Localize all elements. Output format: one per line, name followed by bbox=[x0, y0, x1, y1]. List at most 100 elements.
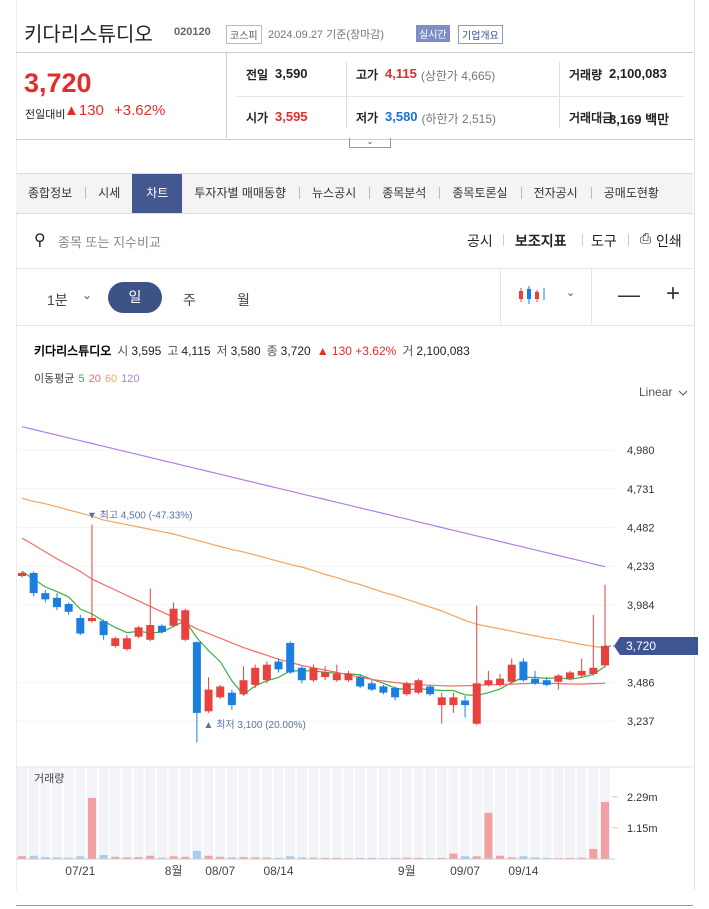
volume-bar bbox=[192, 850, 201, 859]
realtime-badge[interactable]: 실시간 bbox=[416, 25, 450, 42]
volume-bar bbox=[274, 857, 283, 859]
volume-column-bg bbox=[343, 768, 354, 859]
tool-button[interactable]: 보조지표 bbox=[515, 233, 567, 249]
volume-column-bg bbox=[541, 768, 552, 859]
period-bar bbox=[16, 268, 693, 326]
candle-body bbox=[379, 686, 388, 693]
candle-body bbox=[531, 678, 540, 684]
volume-column-bg bbox=[75, 768, 86, 859]
candle-body bbox=[146, 625, 155, 640]
print-icon[interactable]: ⎙ bbox=[640, 230, 652, 246]
x-tick-label: 8월 bbox=[165, 864, 183, 878]
zoom-out[interactable]: — bbox=[618, 282, 640, 307]
candle-body bbox=[18, 572, 26, 577]
volume-column-bg bbox=[308, 768, 319, 859]
volume-column-bg bbox=[98, 768, 109, 859]
tab[interactable]: 전자공시 bbox=[533, 186, 578, 200]
volume-bar bbox=[64, 857, 73, 859]
candle-body bbox=[286, 642, 295, 673]
candle-body bbox=[251, 667, 260, 685]
y-tick-label: 4,731 bbox=[627, 484, 655, 496]
volume-column-bg bbox=[576, 768, 587, 859]
volume-column-bg bbox=[355, 768, 366, 859]
tool-button[interactable]: 공시 bbox=[467, 233, 493, 249]
volume-column-bg bbox=[436, 768, 447, 859]
info-label: 저 bbox=[217, 344, 228, 358]
volume-bar bbox=[461, 856, 470, 859]
y-tick-label: 4,233 bbox=[627, 561, 655, 573]
x-tick-label: 09/07 bbox=[450, 864, 480, 878]
search-icon[interactable]: ⚲ bbox=[34, 232, 46, 249]
ma-legend-entry: 120 bbox=[121, 373, 139, 385]
candle-body bbox=[181, 610, 190, 640]
volume-column-bg bbox=[401, 768, 412, 859]
ma-legend-entry: 5 bbox=[78, 373, 84, 385]
info-value: ▲ 130 +3.62% bbox=[317, 344, 397, 358]
period-button[interactable]: 주 bbox=[183, 292, 196, 308]
candle-body bbox=[204, 689, 213, 712]
volume-column-bg bbox=[203, 768, 214, 859]
info-name: 키다리스튜디오 bbox=[34, 343, 111, 358]
chart-type-button[interactable] bbox=[500, 268, 592, 324]
period-button[interactable]: 월 bbox=[237, 292, 250, 308]
quote-box bbox=[16, 52, 693, 140]
tool-button[interactable]: 인쇄 bbox=[656, 233, 682, 249]
chart-info: 키다리스튜디오 시 3,595 고 4,115 저 3,580 종 3,720 ▲ 130 +3.… bbox=[34, 343, 470, 358]
tab[interactable]: 종목분석 bbox=[382, 186, 427, 200]
ma-legend: 이동평균 5 20 60 120 bbox=[34, 372, 139, 385]
divider bbox=[346, 62, 347, 128]
period-button[interactable]: 1분 bbox=[47, 292, 68, 308]
volume-column-bg bbox=[133, 768, 144, 859]
volume-bar bbox=[531, 857, 540, 859]
volume-column-bg bbox=[145, 768, 156, 859]
tab[interactable]: 뉴스공시 bbox=[312, 186, 357, 200]
candle-body bbox=[589, 667, 598, 675]
dropdown-arrow[interactable]: ⌄ bbox=[566, 287, 576, 299]
y-tick-label: 3,237 bbox=[627, 716, 655, 728]
search-input[interactable]: 종목 또는 지수비교 bbox=[58, 235, 161, 250]
candle-body bbox=[321, 672, 330, 678]
candle-body bbox=[192, 642, 201, 713]
period-dropdown[interactable]: ⌄ bbox=[82, 288, 93, 302]
tab-separator bbox=[439, 186, 441, 199]
candle-body bbox=[157, 625, 166, 633]
tab[interactable]: 투자자별 매매동향 bbox=[194, 186, 287, 200]
candle-body bbox=[227, 692, 236, 706]
y-tick-label: 3,984 bbox=[627, 600, 655, 612]
divider bbox=[559, 62, 560, 128]
volume-bar bbox=[29, 855, 38, 859]
info-value: 3,720 bbox=[281, 344, 311, 358]
tab[interactable]: 공매도현황 bbox=[603, 186, 659, 200]
volume-column-bg bbox=[110, 768, 121, 859]
candle-body bbox=[274, 661, 283, 670]
company-button[interactable]: 기업개요 bbox=[458, 25, 503, 44]
market-badge: 코스피 bbox=[226, 25, 262, 44]
volume-column-bg bbox=[378, 768, 389, 859]
date: 2024.09.27 기준(장마감) bbox=[268, 29, 385, 41]
ma-legend-entry: 20 bbox=[89, 373, 101, 385]
container bbox=[16, 0, 695, 890]
tab[interactable]: 차트 bbox=[132, 174, 183, 213]
zoom-in[interactable]: + bbox=[666, 280, 681, 307]
tab[interactable]: 시세 bbox=[98, 186, 121, 200]
volume-tick-label: 1.15m bbox=[627, 823, 658, 835]
tab[interactable]: 종합정보 bbox=[28, 186, 73, 200]
tab[interactable]: 종목토론실 bbox=[452, 186, 508, 200]
stat-value: 3,580 bbox=[385, 109, 418, 124]
tool-button[interactable]: 도구 bbox=[591, 233, 617, 249]
stat-value: 2,100,083 bbox=[609, 66, 667, 81]
ma-label: 이동평균 bbox=[34, 372, 74, 385]
volume-column-bg bbox=[250, 768, 261, 859]
high-annotation: ▼ 최고 4,500 (-47.33%) bbox=[87, 510, 193, 522]
volume-bar bbox=[262, 857, 271, 859]
volume-bar bbox=[41, 857, 50, 859]
stat-label: 저가 bbox=[356, 111, 379, 125]
toggle-button[interactable]: ⌄ bbox=[349, 138, 391, 148]
volume-bar bbox=[577, 857, 586, 859]
candle-body bbox=[122, 638, 131, 650]
candle-body bbox=[111, 638, 120, 647]
volume-bar bbox=[414, 857, 423, 859]
period-button-active[interactable]: 일 bbox=[108, 282, 162, 313]
divider bbox=[236, 96, 684, 97]
